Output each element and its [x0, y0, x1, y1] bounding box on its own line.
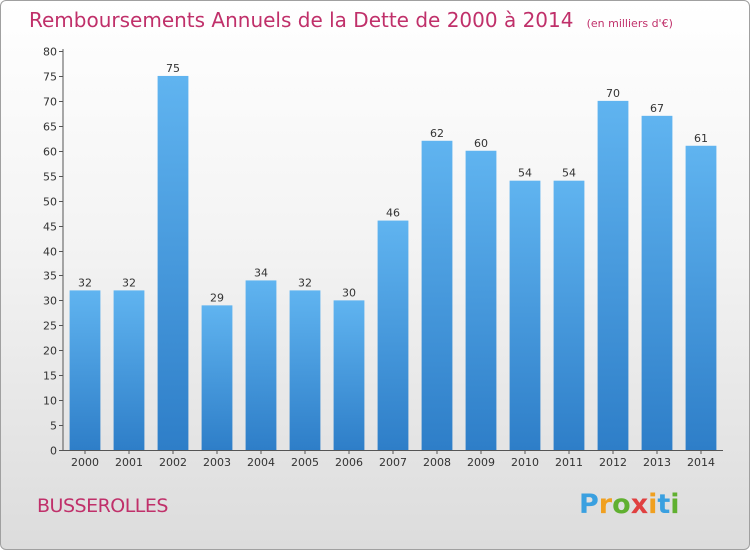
x-tick-label: 2006	[335, 456, 363, 469]
y-tick-label: 35	[43, 270, 57, 283]
logo-letter: r	[598, 489, 613, 520]
x-tick-label: 2010	[511, 456, 539, 469]
data-label: 61	[694, 132, 708, 145]
y-tick-label: 30	[43, 295, 57, 308]
bar	[289, 290, 321, 450]
data-label: 34	[254, 266, 268, 279]
bar	[597, 100, 629, 450]
bar	[685, 145, 717, 450]
data-label: 32	[122, 276, 136, 289]
x-tick-label: 2003	[203, 456, 231, 469]
x-tick-label: 2005	[291, 456, 319, 469]
x-tick-label: 2001	[115, 456, 143, 469]
x-tick-label: 2012	[599, 456, 627, 469]
bar	[465, 150, 497, 450]
data-label: 32	[298, 276, 312, 289]
y-tick-label: 15	[43, 370, 57, 383]
data-label: 60	[474, 137, 488, 150]
bar	[377, 220, 409, 450]
data-label: 29	[210, 291, 224, 304]
logo-letter: t	[657, 489, 671, 520]
bar	[333, 300, 365, 450]
logo-letter: i	[670, 489, 680, 520]
place-name: BUSSEROLLES	[37, 495, 168, 517]
bar	[421, 140, 453, 450]
data-label: 30	[342, 286, 356, 299]
data-label: 54	[562, 167, 576, 180]
y-tick-label: 55	[43, 171, 57, 184]
y-tick-label: 65	[43, 121, 57, 134]
y-tick-label: 25	[43, 320, 57, 333]
y-tick-label: 70	[43, 96, 57, 109]
data-label: 46	[386, 207, 400, 220]
bar	[509, 180, 541, 451]
bar	[245, 280, 277, 450]
y-tick-label: 75	[43, 71, 57, 84]
x-tick-label: 2002	[159, 456, 187, 469]
y-tick-label: 40	[43, 246, 57, 259]
x-tick-label: 2004	[247, 456, 275, 469]
y-tick-label: 5	[50, 420, 57, 433]
data-label: 62	[430, 127, 444, 140]
data-label: 70	[606, 87, 620, 100]
title-row: Remboursements Annuels de la Dette de 20…	[29, 8, 673, 32]
x-tick-label: 2014	[687, 456, 715, 469]
logo-letter: o	[612, 489, 631, 520]
y-tick-label: 20	[43, 345, 57, 358]
y-tick-label: 60	[43, 146, 57, 159]
proxiti-logo: Proxiti	[579, 489, 680, 520]
logo-letter: i	[648, 489, 658, 520]
data-label: 32	[78, 276, 92, 289]
data-label: 75	[166, 62, 180, 75]
y-tick-label: 45	[43, 221, 57, 234]
x-tick-label: 2000	[71, 456, 99, 469]
y-tick-label: 10	[43, 395, 57, 408]
x-tick-label: 2009	[467, 456, 495, 469]
bar	[113, 290, 145, 450]
x-tick-label: 2008	[423, 456, 451, 469]
x-tick-label: 2011	[555, 456, 583, 469]
bar	[201, 305, 233, 450]
bar	[553, 180, 585, 451]
y-tick-label: 50	[43, 196, 57, 209]
y-tick-label: 0	[50, 445, 57, 458]
y-tick-label: 80	[43, 46, 57, 59]
chart-title: Remboursements Annuels de la Dette de 20…	[29, 8, 574, 32]
data-label: 67	[650, 102, 664, 115]
logo-letter: x	[630, 489, 649, 520]
logo-letter: P	[579, 489, 599, 520]
bar	[641, 115, 673, 451]
chart-subtitle: (en milliers d'€)	[586, 17, 673, 30]
bar	[157, 75, 189, 450]
x-tick-label: 2007	[379, 456, 407, 469]
data-label: 54	[518, 167, 532, 180]
x-tick-label: 2013	[643, 456, 671, 469]
bar	[69, 290, 101, 450]
